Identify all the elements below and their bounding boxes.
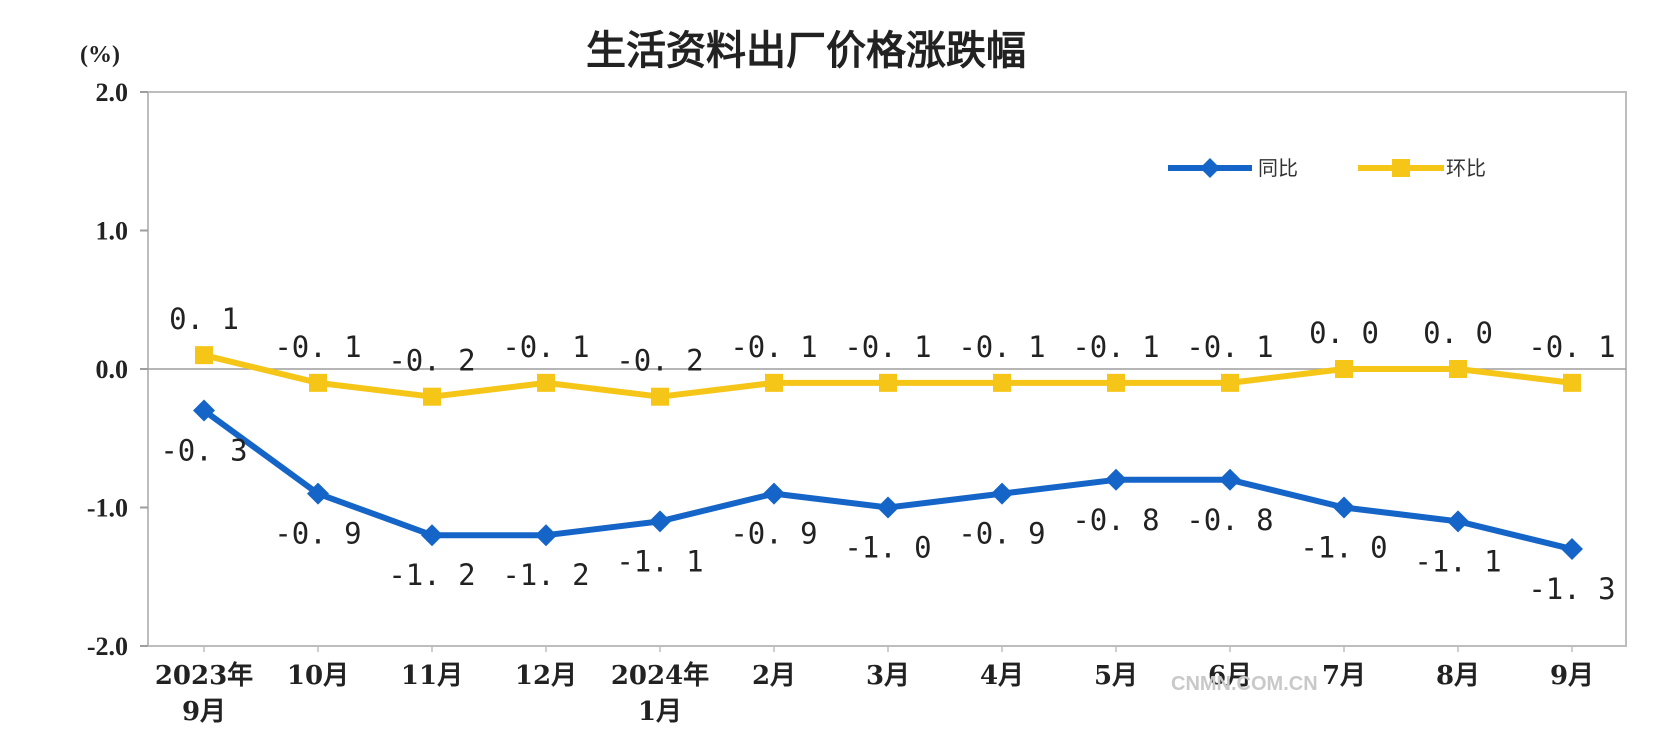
y-axis-ticks: 2.0 1.0 0.0 -1.0 -2.0 — [87, 78, 148, 661]
data-label: -0. 1 — [844, 330, 931, 364]
data-label: -0. 1 — [730, 330, 817, 364]
x-tick-label: 2023年 — [155, 660, 253, 691]
data-point-marker — [763, 482, 785, 505]
y-axis-unit: (%) — [80, 42, 120, 68]
data-label: 0. 1 — [169, 302, 239, 336]
x-tick-label: 9月 — [182, 697, 226, 727]
x-tick-label: 3月 — [866, 661, 910, 691]
data-label: -0. 8 — [1072, 503, 1159, 537]
y-tick-label: -1.0 — [87, 494, 128, 523]
data-label: -0. 3 — [160, 434, 247, 468]
legend-item-mom: 环比 — [1358, 156, 1486, 180]
data-point-marker — [765, 373, 783, 392]
data-point-marker — [1561, 538, 1583, 561]
x-tick-label: 5月 — [1094, 661, 1138, 691]
x-tick-label: 12月 — [515, 661, 577, 691]
data-point-marker — [195, 346, 213, 365]
y-tick-label: -2.0 — [87, 632, 128, 661]
data-point-marker — [1107, 373, 1125, 392]
data-point-marker — [651, 387, 669, 406]
data-point-marker — [1333, 496, 1355, 519]
data-label: -0. 2 — [616, 344, 703, 378]
data-label: -1. 0 — [844, 531, 931, 565]
legend-yoy-diamond-icon — [1200, 158, 1220, 178]
watermark: CNMN.COM.CN — [1171, 673, 1318, 695]
x-tick-label: 1月 — [638, 697, 682, 727]
data-label: -0. 9 — [958, 517, 1045, 551]
data-point-marker — [993, 373, 1011, 392]
x-tick-label: 7月 — [1322, 661, 1366, 691]
data-label: -1. 1 — [1414, 544, 1501, 578]
legend-mom-label: 环比 — [1446, 156, 1486, 180]
data-point-marker — [535, 524, 557, 547]
data-label: -0. 1 — [1528, 330, 1615, 364]
data-label: 0. 0 — [1309, 316, 1379, 350]
x-tick-label: 10月 — [287, 661, 349, 691]
data-label: 0. 0 — [1423, 316, 1493, 350]
data-label: -0. 1 — [958, 330, 1045, 364]
x-tick-label: 9月 — [1550, 661, 1594, 691]
data-point-marker — [877, 496, 899, 519]
series-markers — [193, 346, 1583, 561]
data-label: -1. 2 — [502, 558, 589, 592]
legend: 同比 环比 — [1168, 156, 1486, 180]
x-tick-label: 6月 — [1208, 661, 1252, 691]
x-axis-ticks: 2023年 9月 10月 11月 12月 2024年 1月 2月 3月 4月 5月 6月 7月 8月 9月 — [155, 646, 1594, 727]
data-point-marker — [879, 373, 897, 392]
data-labels: -0. 3 -0. 9 -1. 2 -1. 2 -1. 1 -0. 9 -1. 0 -0. 9… — [160, 302, 1615, 606]
data-point-marker — [1105, 468, 1127, 491]
data-label: -0. 1 — [1072, 330, 1159, 364]
x-tick-label: 4月 — [980, 661, 1024, 691]
y-tick-label: 0.0 — [96, 355, 129, 384]
data-label: -0. 9 — [730, 517, 817, 551]
data-label: -1. 3 — [1528, 572, 1615, 606]
x-tick-label: 2月 — [752, 661, 796, 691]
data-point-marker — [421, 524, 443, 547]
data-label: -0. 8 — [1186, 503, 1273, 537]
data-point-marker — [991, 482, 1013, 505]
data-point-marker — [1335, 360, 1353, 378]
chart-title: 生活资料出厂价格涨跌幅 — [586, 28, 1026, 74]
legend-mom-square-icon — [1392, 159, 1410, 177]
data-label: -0. 1 — [274, 330, 361, 364]
data-point-marker — [307, 482, 329, 505]
y-tick-label: 1.0 — [96, 217, 129, 246]
legend-item-yoy: 同比 — [1168, 156, 1298, 180]
data-label: -1. 0 — [1300, 531, 1387, 565]
y-tick-label: 2.0 — [96, 78, 129, 107]
data-point-marker — [1563, 373, 1581, 392]
data-label: -1. 2 — [388, 558, 475, 592]
data-point-marker — [649, 510, 671, 533]
data-label: -0. 1 — [502, 330, 589, 364]
data-label: -0. 2 — [388, 344, 475, 378]
legend-yoy-label: 同比 — [1258, 156, 1298, 180]
data-label: -0. 1 — [1186, 330, 1273, 364]
x-tick-label: 8月 — [1436, 661, 1480, 691]
data-point-marker — [1219, 468, 1241, 491]
x-tick-label: 11月 — [401, 661, 463, 691]
data-point-marker — [1221, 373, 1239, 392]
data-point-marker — [309, 373, 327, 392]
data-point-marker — [537, 373, 555, 392]
data-point-marker — [1449, 360, 1467, 378]
data-point-marker — [193, 399, 215, 422]
data-point-marker — [1447, 510, 1469, 533]
data-label: -0. 9 — [274, 517, 361, 551]
x-tick-label: 2024年 — [611, 660, 709, 691]
data-label: -1. 1 — [616, 544, 703, 578]
data-point-marker — [423, 387, 441, 406]
